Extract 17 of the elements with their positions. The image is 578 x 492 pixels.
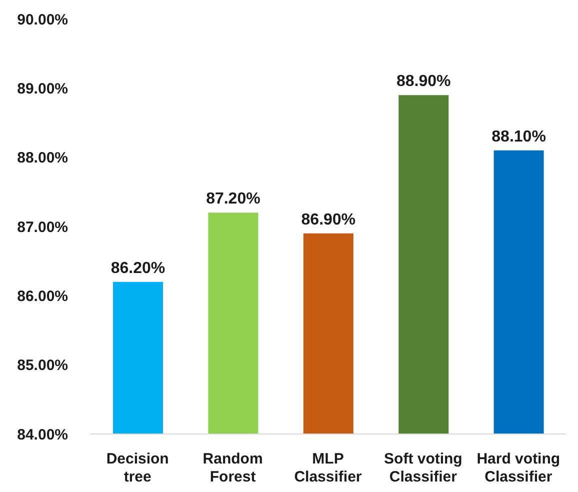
y-tick-label: 85.00% [17,357,68,374]
data-label: 86.90% [301,211,356,228]
y-tick-label: 89.00% [17,80,68,98]
data-label: 88.90% [396,73,451,90]
y-tick-label: 90.00% [17,11,68,28]
y-tick-label: 86.00% [17,288,68,305]
x-tick-label: Decision tree [106,450,169,486]
x-tick-label: Hard voting Classifier [476,450,560,486]
data-label: 87.20% [206,190,260,208]
data-label: 88.10% [492,128,546,146]
y-tick-label: 84.00% [17,426,68,444]
y-tick-label: 87.00% [17,218,68,236]
x-tick-label: Random Forest [202,450,263,486]
y-tick-label: 88.00% [17,150,68,167]
x-tick-label: Soft voting Classifier [384,450,462,486]
x-tick-label: MLP Classifier [294,450,362,486]
data-label: 86.20% [110,260,166,277]
